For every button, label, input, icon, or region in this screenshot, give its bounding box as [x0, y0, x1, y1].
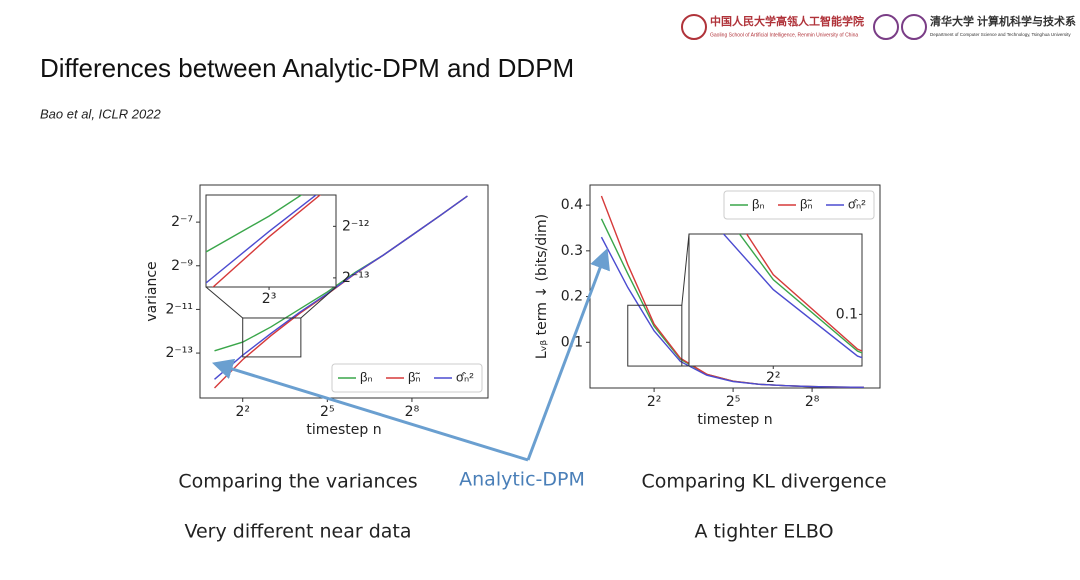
- series-line: [600, 236, 864, 388]
- zoom-region: [242, 317, 302, 358]
- legend-box: [331, 363, 483, 393]
- y-axis-label: variance: [144, 261, 160, 321]
- series-line: [206, 195, 303, 253]
- caption: A tighter ELBO: [694, 521, 833, 543]
- legend-box: [723, 190, 875, 220]
- x-tick-label: 2⁸: [405, 404, 420, 420]
- y-tick-label: 2⁻¹¹: [165, 301, 193, 317]
- y-tick-label: 0.3: [561, 243, 583, 259]
- inset-y-tick-label: 2⁻¹³: [342, 270, 370, 286]
- caption-highlight: Analytic-DPM: [459, 469, 585, 491]
- legend-label: β̃ₙ: [408, 369, 421, 384]
- x-tick-label: 2²: [235, 404, 250, 420]
- x-axis-label: timestep n: [697, 412, 772, 428]
- zoom-connector: [681, 233, 690, 306]
- inset-x-tick-label: 2³: [262, 291, 277, 307]
- caption: Comparing the variances: [178, 471, 417, 493]
- logo-text: 中国人民大学高瓴人工智能学院: [710, 14, 864, 28]
- x-tick-label: 2⁵: [726, 394, 741, 410]
- zoom-connector: [300, 286, 337, 319]
- x-tick-label: 2⁵: [320, 404, 335, 420]
- inset-y-tick-label: 0.1: [836, 306, 858, 322]
- caption: Comparing KL divergence: [641, 471, 886, 493]
- slide-title: Differences between Analytic-DPM and DDP…: [40, 53, 574, 83]
- series-line: [722, 234, 862, 359]
- legend-label: σ̂ₙ²: [848, 196, 866, 211]
- y-axis-label: Lᵥᵦ term ↓ (bits/dim): [534, 214, 550, 359]
- y-tick-label: 0.2: [561, 289, 583, 305]
- logo-icon: [681, 14, 707, 40]
- logo-icon: [873, 14, 899, 40]
- arrow: [211, 358, 529, 462]
- zoom-connector: [205, 286, 244, 319]
- citation: Bao et al, ICLR 2022: [40, 106, 161, 121]
- legend-label: βₙ: [752, 196, 765, 211]
- logo-subtext: Gaoling School of Artificial Intelligenc…: [710, 32, 858, 38]
- legend-label: β̃ₙ: [800, 196, 813, 211]
- y-tick-label: 2⁻¹³: [165, 345, 193, 361]
- y-tick-label: 2⁻⁹: [171, 258, 193, 274]
- zoom-region: [627, 304, 683, 367]
- y-tick-label: 2⁻⁷: [171, 214, 193, 230]
- series-line: [214, 195, 468, 380]
- legend-label: βₙ: [360, 369, 373, 384]
- inset-x-tick-label: 2²: [766, 370, 781, 386]
- x-tick-label: 2²: [647, 394, 662, 410]
- inset-frame: [205, 194, 337, 288]
- x-tick-label: 2⁸: [805, 394, 820, 410]
- logo-icon: [901, 14, 927, 40]
- logo-text: 清华大学 计算机科学与技术系: [930, 14, 1076, 28]
- series-line: [738, 234, 862, 354]
- charts: 2² 2⁵ 2⁸ 2⁻⁷ 2⁻⁹ 2⁻¹¹ 2⁻¹³ timestep n variance 2³…: [144, 184, 881, 438]
- logo-subtext: Department of Computer Science and Techn…: [930, 32, 1071, 37]
- y-tick-label: 0.4: [561, 197, 583, 213]
- caption: Very different near data: [184, 521, 411, 543]
- series-line: [206, 195, 318, 284]
- series-line: [212, 195, 322, 287]
- legend-label: σ̂ₙ²: [456, 369, 474, 384]
- inset-frame: [688, 233, 863, 367]
- x-axis-label: timestep n: [306, 422, 381, 438]
- inset-y-tick-label: 2⁻¹²: [342, 218, 370, 234]
- arrow: [526, 248, 610, 461]
